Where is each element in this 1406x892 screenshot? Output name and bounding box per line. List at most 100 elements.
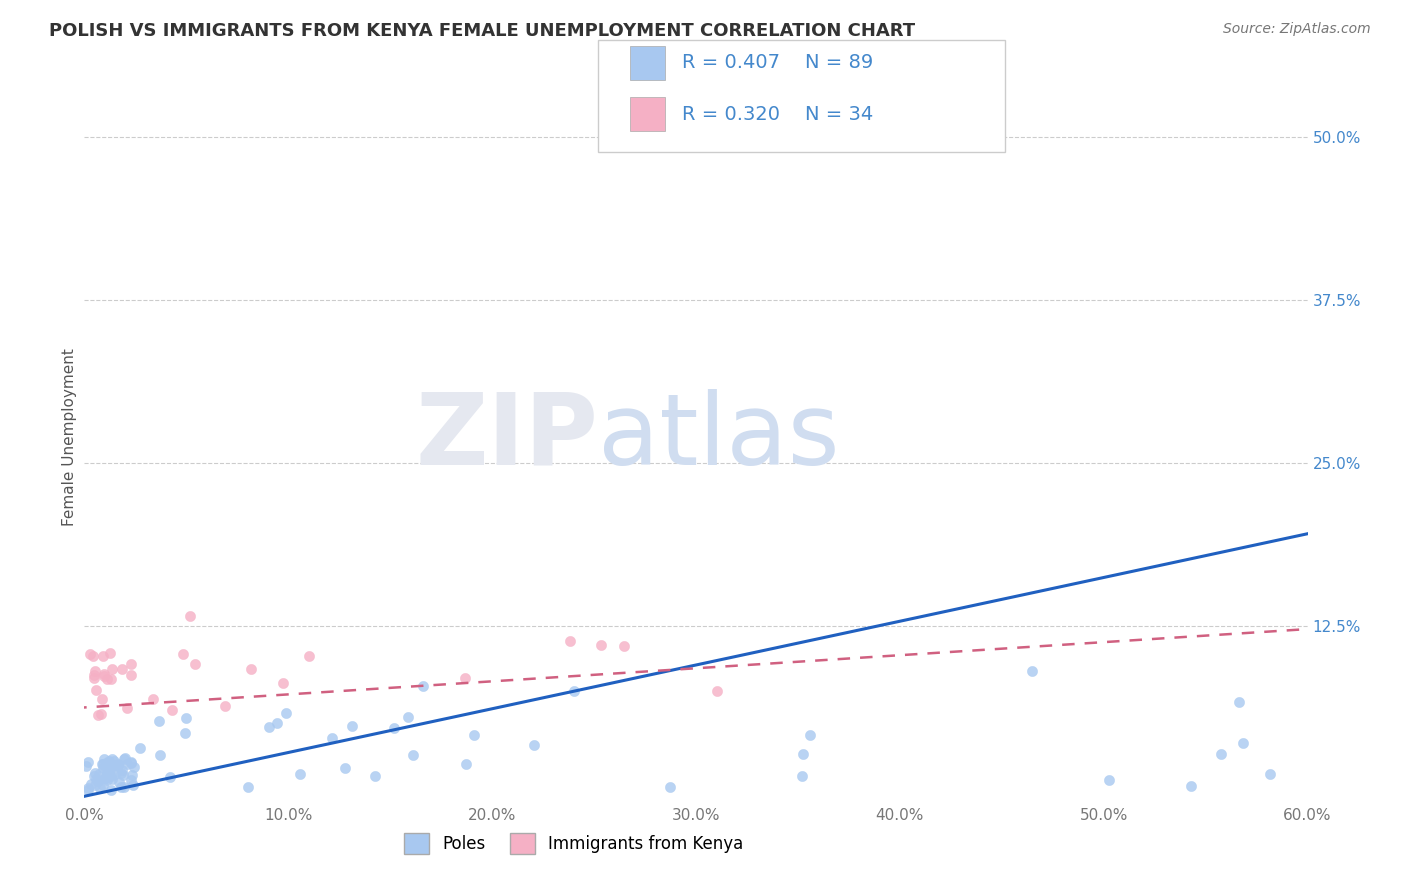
- Point: [120, 756, 142, 770]
- Point: [91, 692, 114, 706]
- Point: [107, 757, 129, 772]
- Point: [456, 757, 478, 772]
- Point: [84, 683, 107, 698]
- Legend: Poles, Immigrants from Kenya: Poles, Immigrants from Kenya: [396, 827, 751, 860]
- Point: [1180, 779, 1202, 793]
- Point: [128, 741, 150, 756]
- Point: [104, 767, 127, 781]
- Point: [396, 710, 419, 724]
- Point: [76, 755, 98, 769]
- Point: [100, 672, 122, 686]
- Point: [115, 701, 138, 715]
- Point: [120, 772, 142, 787]
- Point: [83, 769, 105, 783]
- Text: POLISH VS IMMIGRANTS FROM KENYA FEMALE UNEMPLOYMENT CORRELATION CHART: POLISH VS IMMIGRANTS FROM KENYA FEMALE U…: [49, 22, 915, 40]
- Point: [91, 648, 114, 663]
- Point: [101, 772, 124, 786]
- Point: [121, 767, 143, 781]
- Point: [105, 758, 128, 772]
- Point: [148, 714, 170, 728]
- Point: [298, 649, 321, 664]
- Point: [100, 769, 122, 783]
- Point: [96, 767, 118, 781]
- Point: [87, 708, 110, 723]
- Point: [236, 780, 259, 794]
- Point: [111, 768, 134, 782]
- Point: [454, 671, 477, 685]
- Point: [463, 728, 485, 742]
- Point: [122, 760, 145, 774]
- Point: [107, 759, 129, 773]
- Text: atlas: atlas: [598, 389, 839, 485]
- Point: [97, 756, 120, 771]
- Point: [96, 672, 118, 686]
- Point: [173, 726, 195, 740]
- Point: [79, 648, 101, 662]
- Point: [77, 782, 100, 797]
- Point: [103, 754, 125, 768]
- Point: [179, 609, 201, 624]
- Point: [93, 669, 115, 683]
- Point: [271, 676, 294, 690]
- Point: [114, 751, 136, 765]
- Point: [1021, 664, 1043, 678]
- Point: [83, 668, 105, 682]
- Point: [790, 769, 813, 783]
- Point: [91, 778, 114, 792]
- Point: [214, 699, 236, 714]
- Point: [257, 720, 280, 734]
- Point: [91, 761, 114, 775]
- Point: [77, 780, 100, 795]
- Point: [89, 706, 111, 721]
- Point: [706, 684, 728, 698]
- Point: [1097, 773, 1119, 788]
- Point: [93, 667, 115, 681]
- Point: [276, 706, 298, 721]
- Point: [564, 684, 586, 698]
- Point: [115, 756, 138, 771]
- Point: [110, 765, 132, 780]
- Point: [83, 765, 105, 780]
- Point: [91, 757, 114, 772]
- Point: [101, 751, 124, 765]
- Point: [266, 716, 288, 731]
- Point: [80, 777, 103, 791]
- Point: [82, 649, 104, 664]
- Point: [98, 764, 121, 778]
- Point: [342, 719, 364, 733]
- Point: [97, 754, 120, 768]
- Point: [382, 721, 405, 735]
- Text: R = 0.320    N = 34: R = 0.320 N = 34: [682, 104, 873, 124]
- Point: [108, 775, 131, 789]
- Point: [112, 752, 135, 766]
- Point: [83, 665, 105, 679]
- Point: [87, 767, 110, 781]
- Point: [159, 770, 181, 784]
- Point: [111, 662, 134, 676]
- Point: [112, 780, 135, 794]
- Point: [792, 747, 814, 762]
- Point: [84, 772, 107, 786]
- Point: [364, 770, 387, 784]
- Point: [321, 731, 343, 745]
- Text: ZIP: ZIP: [415, 389, 598, 485]
- Point: [98, 760, 121, 774]
- Point: [75, 758, 97, 772]
- Point: [87, 773, 110, 788]
- Point: [96, 759, 118, 773]
- Point: [523, 738, 546, 752]
- Point: [184, 657, 207, 672]
- Point: [160, 703, 183, 717]
- Point: [97, 761, 120, 775]
- Point: [89, 781, 111, 796]
- Point: [659, 780, 682, 795]
- Point: [120, 657, 142, 672]
- Point: [333, 761, 356, 775]
- Point: [120, 756, 142, 771]
- Point: [120, 668, 142, 682]
- Text: Source: ZipAtlas.com: Source: ZipAtlas.com: [1223, 22, 1371, 37]
- Point: [111, 763, 134, 777]
- Point: [96, 772, 118, 787]
- Point: [172, 647, 194, 661]
- Point: [591, 638, 613, 652]
